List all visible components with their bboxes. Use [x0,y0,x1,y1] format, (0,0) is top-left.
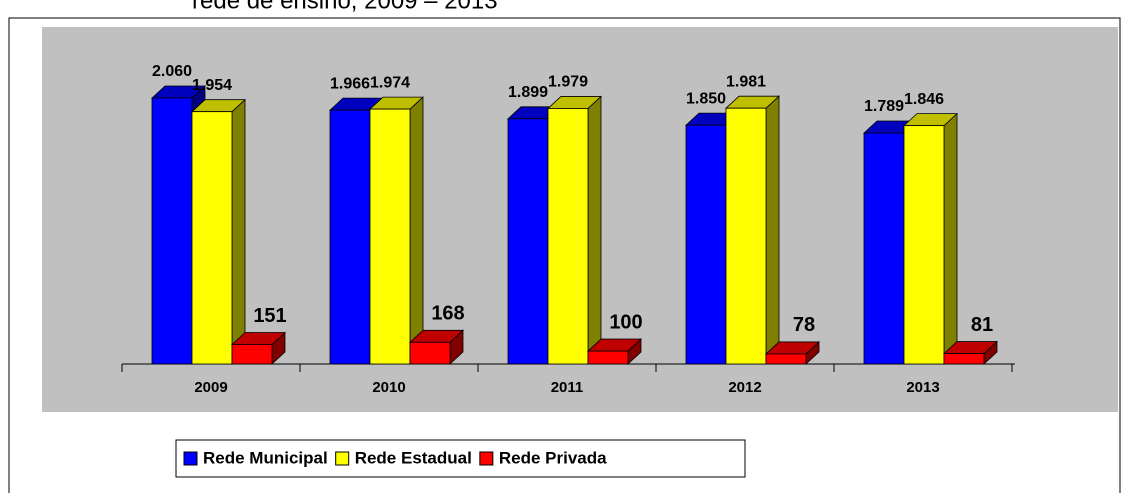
data-label: 1.899 [508,84,548,101]
bar-face [151,97,193,365]
legend-label: Rede Estadual [355,448,472,467]
bar [368,96,425,365]
bar [942,340,999,365]
bar-face [231,98,246,365]
data-label: 1.979 [548,74,588,91]
bar-face [725,107,767,365]
bar [764,341,821,365]
data-label: 168 [431,303,464,325]
legend-swatch [335,451,350,466]
bar-face [685,124,727,365]
bar-face [231,344,273,365]
bar-face [903,125,945,365]
bar [724,95,781,365]
x-tick-label: 2013 [906,379,939,396]
data-label: 1.789 [864,98,904,115]
bar [586,338,643,365]
legend-label: Rede Privada [499,448,607,467]
x-tick-label: 2009 [194,379,227,396]
bar-face [409,96,424,365]
x-tick-label: 2012 [728,379,761,396]
x-tick-label: 2011 [551,379,584,396]
bar-face [765,353,807,365]
bar-face [943,353,985,365]
bar [230,331,287,365]
bar-face [863,132,905,365]
legend-label: Rede Municipal [203,448,328,467]
bar-face [409,341,451,365]
bar-face [369,108,411,365]
data-label: 1.850 [686,90,726,107]
data-label: 81 [971,314,993,336]
legend-swatch [183,451,198,466]
data-label: 151 [253,305,286,327]
data-label: 1.974 [370,74,410,91]
bar-face [191,111,233,365]
data-label: 2.060 [152,63,192,80]
bar-face [587,350,629,365]
chart-title: rede de ensino, 2009 – 2013 [192,0,498,14]
bar [190,98,247,365]
bar [408,329,465,365]
bar-face [765,95,780,365]
bar-face [587,95,602,365]
data-label: 100 [609,311,642,333]
bar [546,95,603,365]
data-label: 78 [793,314,815,336]
legend-swatch [479,451,494,466]
bar [902,112,959,365]
data-label: 1.846 [904,91,944,108]
bar-face [329,109,371,365]
frame [8,17,1121,493]
data-label: 1.966 [330,75,370,92]
x-tick-label: 2010 [372,379,405,396]
data-label: 1.981 [726,73,766,90]
legend [175,439,746,478]
bar-face [943,112,958,365]
bar-face [507,118,549,365]
bar-face [547,108,589,365]
data-label: 1.954 [192,77,232,94]
